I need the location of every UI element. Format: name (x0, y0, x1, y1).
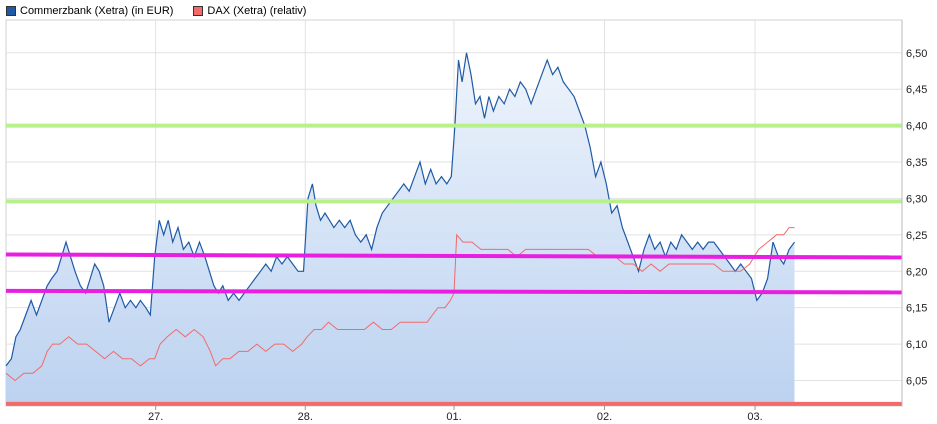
axes: 6,05 6,10 6,15 6,20 6,25 6,30 6,35 6,40 6,45 6,50… (148, 20, 927, 423)
legend-swatch-commerzbank (6, 6, 16, 16)
y-tick-label: 6,15 (906, 303, 927, 315)
x-tick-label: 01. (446, 411, 461, 423)
y-tick-label: 6,20 (906, 266, 927, 278)
x-tick-label: 02. (597, 411, 612, 423)
legend-swatch-dax (193, 6, 204, 16)
y-tick-label: 6,45 (906, 84, 927, 96)
y-tick-label: 6,40 (906, 121, 927, 133)
y-tick-label: 6,35 (906, 157, 927, 169)
y-tick-label: 6,25 (906, 230, 927, 242)
series-area-commerzbank (6, 52, 795, 407)
x-tick-label: 27. (148, 411, 163, 423)
legend-item-commerzbank[interactable]: Commerzbank (Xetra) (in EUR) (6, 3, 173, 19)
series-line-dax (5, 227, 795, 382)
horizontal-lines (5, 123, 903, 406)
horizontal-line[interactable] (5, 288, 903, 295)
y-tick-label: 6,50 (906, 48, 927, 60)
series-line-commerzbank (5, 52, 795, 367)
chart-legend: Commerzbank (Xetra) (in EUR) DAX (Xetra)… (6, 3, 306, 19)
legend-item-dax[interactable]: DAX (Xetra) (relativ) (193, 3, 306, 19)
x-tick-label: 28. (298, 411, 313, 423)
y-tick-label: 6,05 (906, 376, 927, 388)
legend-label-commerzbank: Commerzbank (Xetra) (in EUR) (20, 5, 174, 17)
x-tick-label: 03. (747, 411, 762, 423)
area-layer (6, 52, 795, 407)
horizontal-line[interactable] (5, 252, 903, 260)
legend-label-dax: DAX (Xetra) (relativ) (207, 5, 307, 17)
y-tick-label: 6,10 (906, 339, 927, 351)
series-layer (5, 52, 795, 382)
y-tick-label: 6,30 (906, 193, 927, 205)
